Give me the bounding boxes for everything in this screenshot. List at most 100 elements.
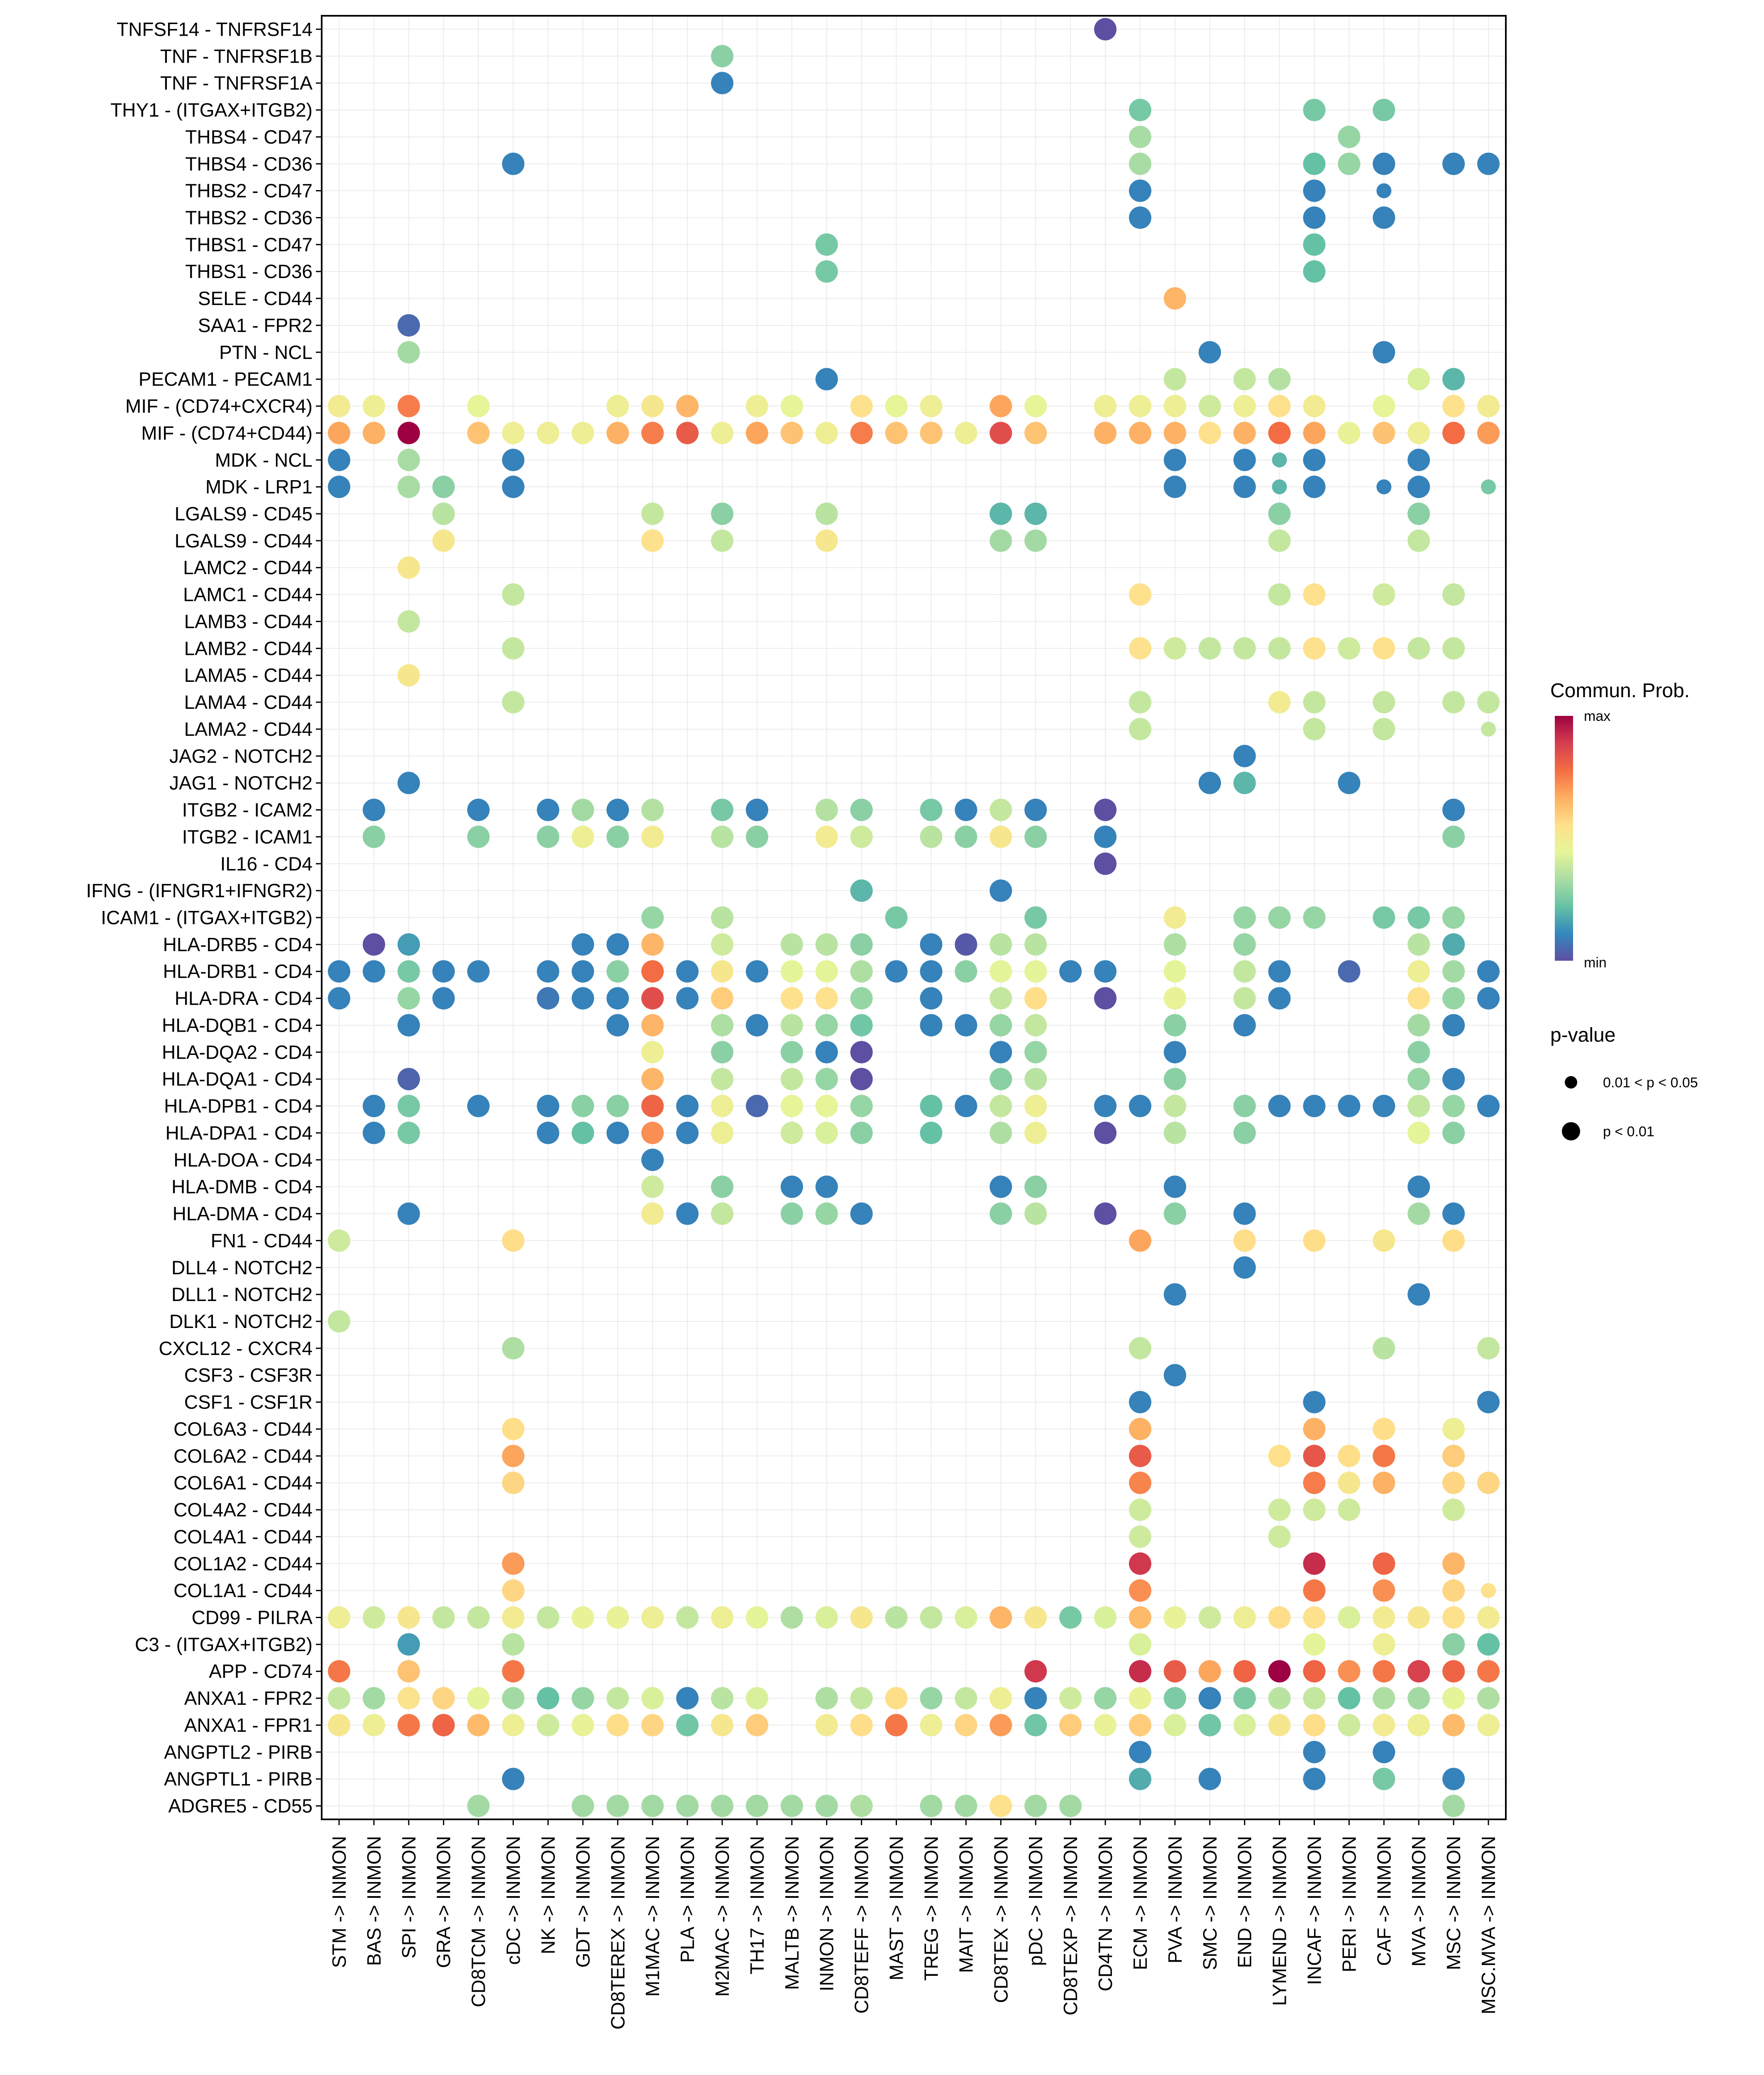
data-point: [327, 1714, 350, 1736]
y-tick-label: LGALS9 - CD44: [175, 530, 313, 552]
data-point: [1163, 395, 1186, 417]
data-point: [1407, 1283, 1430, 1306]
data-point: [745, 960, 768, 983]
data-point: [1338, 125, 1361, 148]
y-tick-label: COL1A1 - CD44: [173, 1580, 313, 1601]
data-point: [1024, 1068, 1047, 1091]
data-point: [1477, 1337, 1500, 1360]
y-tick-label: ANGPTL2 - PIRB: [164, 1741, 313, 1763]
data-point: [1233, 1660, 1256, 1683]
y-tick-label: TNF - TNFRSF1B: [160, 45, 313, 67]
y-tick-label: LAMC1 - CD44: [183, 584, 313, 605]
data-point: [1268, 637, 1291, 660]
data-point: [711, 1068, 733, 1091]
data-point: [397, 1095, 420, 1118]
data-point: [1129, 1337, 1151, 1360]
data-point: [1163, 1283, 1186, 1306]
data-point: [397, 987, 420, 1010]
data-point: [1268, 422, 1291, 444]
data-point: [1303, 260, 1326, 283]
data-point: [815, 1068, 838, 1091]
data-point: [1442, 798, 1465, 821]
data-point: [1024, 1095, 1047, 1118]
y-tick-label: DLL4 - NOTCH2: [171, 1257, 313, 1278]
data-point: [1129, 152, 1151, 175]
data-point: [1303, 718, 1326, 740]
x-tick-label: MAST -> INMON: [886, 1836, 907, 1980]
x-tick-label: CD8TEFF -> INMON: [851, 1836, 872, 2014]
data-point: [1477, 1714, 1500, 1736]
data-point: [780, 933, 803, 956]
data-point: [1442, 1552, 1465, 1575]
y-tick-label: ANXA1 - FPR2: [184, 1687, 313, 1709]
data-point: [467, 1687, 490, 1710]
data-point: [1477, 1606, 1500, 1629]
data-point: [1373, 906, 1395, 929]
data-point: [1094, 825, 1117, 848]
data-point: [641, 1121, 664, 1144]
data-point: [676, 1121, 699, 1144]
data-point: [955, 1095, 977, 1118]
data-point: [850, 1714, 873, 1736]
data-point: [1373, 1337, 1395, 1360]
data-point: [1442, 422, 1465, 444]
data-point: [467, 1606, 490, 1629]
x-tick-label: SPI -> INMON: [398, 1836, 420, 1958]
data-point: [745, 1714, 768, 1736]
data-point: [780, 1202, 803, 1225]
data-point: [1129, 1687, 1151, 1710]
data-point: [1442, 1068, 1465, 1091]
data-point: [1303, 449, 1326, 471]
x-tick-label: CD8TCM -> INMON: [468, 1836, 489, 2007]
data-point: [572, 422, 594, 444]
y-tick-label: C3 - (ITGAX+ITGB2): [135, 1633, 313, 1655]
data-point: [1303, 1767, 1326, 1790]
data-point: [502, 422, 525, 444]
data-point: [815, 1714, 838, 1736]
x-tick-label: NK -> INMON: [537, 1836, 559, 1954]
data-point: [850, 422, 873, 444]
data-point: [1094, 852, 1117, 875]
data-point: [745, 395, 768, 417]
data-point: [1233, 1229, 1256, 1252]
data-point: [711, 798, 733, 821]
data-point: [711, 1041, 733, 1064]
data-point: [1373, 1660, 1395, 1683]
data-point: [502, 1418, 525, 1440]
data-point: [1303, 206, 1326, 229]
data-point: [1303, 422, 1326, 444]
data-point: [327, 1606, 350, 1629]
data-point: [885, 422, 908, 444]
data-point: [815, 825, 838, 848]
data-point: [1129, 206, 1151, 229]
data-point: [1129, 1499, 1151, 1521]
data-point: [1268, 503, 1291, 525]
data-point: [1268, 906, 1291, 929]
data-point: [572, 933, 594, 956]
data-point: [1303, 179, 1326, 202]
data-point: [745, 798, 768, 821]
data-point: [850, 1068, 873, 1091]
data-point: [1373, 1095, 1395, 1118]
data-point: [1442, 906, 1465, 929]
data-point: [1129, 1606, 1151, 1629]
data-point: [641, 395, 664, 417]
y-tick-label: MDK - NCL: [215, 449, 313, 471]
y-tick-label: COL4A2 - CD44: [173, 1499, 313, 1521]
x-tick-label: LYMEND -> INMON: [1269, 1836, 1290, 2006]
data-point: [1129, 125, 1151, 148]
data-point: [1198, 341, 1221, 364]
data-point: [990, 1095, 1012, 1118]
data-point: [467, 395, 490, 417]
data-point: [711, 960, 733, 983]
data-point: [397, 1606, 420, 1629]
data-point: [502, 1714, 525, 1736]
data-point: [397, 556, 420, 579]
color-legend: Commun. Prob. max min: [1550, 680, 1690, 971]
data-point: [1163, 1095, 1186, 1118]
data-point: [1442, 1606, 1465, 1629]
data-point: [990, 1068, 1012, 1091]
y-tick-label: CSF1 - CSF1R: [184, 1391, 313, 1413]
data-point: [815, 233, 838, 256]
data-point: [467, 825, 490, 848]
